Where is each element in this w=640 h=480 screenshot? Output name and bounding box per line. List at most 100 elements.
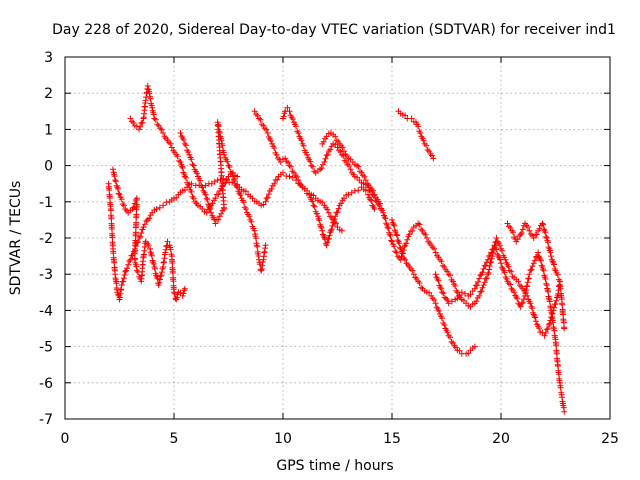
- data-point-interp: [324, 206, 331, 213]
- data-point: [120, 202, 127, 209]
- data-point-interp: [543, 233, 550, 240]
- data-point: [471, 343, 478, 350]
- data-point: [393, 231, 400, 238]
- data-point: [338, 227, 345, 234]
- x-tick-label: 5: [170, 431, 179, 447]
- data-point: [445, 300, 452, 307]
- data-point: [140, 224, 147, 231]
- data-point-interp: [483, 275, 490, 282]
- data-point-interp: [542, 276, 549, 282]
- data-point-interp: [456, 347, 463, 354]
- data-point: [319, 227, 326, 234]
- data-point: [251, 108, 258, 115]
- data-point-interp: [179, 163, 185, 170]
- data-point-interp: [167, 140, 174, 147]
- data-point-interp: [125, 261, 132, 268]
- data-point-interp: [544, 325, 551, 332]
- data-point-interp: [527, 300, 534, 307]
- data-point: [323, 242, 330, 249]
- data-point-interp: [529, 263, 536, 270]
- data-point: [502, 256, 509, 263]
- data-point: [458, 289, 465, 296]
- data-point-interp: [237, 192, 244, 198]
- data-point: [508, 227, 515, 234]
- data-point-interp: [396, 240, 403, 247]
- y-tick-label: 3: [44, 50, 53, 66]
- data-point: [380, 209, 387, 216]
- data-point-interp: [370, 187, 377, 194]
- data-point-interp: [536, 325, 543, 332]
- data-point-interp: [319, 199, 326, 206]
- data-point-interp: [115, 185, 121, 192]
- data-point: [393, 249, 400, 256]
- data-point-interp: [218, 137, 225, 144]
- data-point-interp: [540, 267, 547, 274]
- data-point-interp: [435, 307, 442, 314]
- data-point-interp: [293, 173, 300, 180]
- data-point-interp: [447, 334, 454, 341]
- data-point: [432, 300, 439, 307]
- data-point-interp: [121, 272, 128, 278]
- data-point-interp: [137, 233, 144, 240]
- data-point-interp: [174, 153, 181, 160]
- data-point-interp: [485, 269, 492, 276]
- data-point-interp: [264, 194, 271, 201]
- data-point-interp: [448, 338, 455, 345]
- data-point-interp: [542, 330, 549, 336]
- data-point: [181, 173, 188, 180]
- data-point: [493, 235, 500, 241]
- data-point: [168, 144, 175, 151]
- data-point-interp: [392, 248, 399, 255]
- data-point: [402, 256, 409, 263]
- data-point-interp: [265, 191, 272, 198]
- data-point-interp: [357, 168, 363, 175]
- data-point-interp: [516, 282, 523, 289]
- data-point-interp: [440, 290, 447, 297]
- data-point-interp: [478, 288, 485, 295]
- data-point-interp: [329, 222, 336, 229]
- data-point-interp: [532, 314, 539, 321]
- data-point: [347, 166, 354, 173]
- data-point-interp: [402, 112, 409, 119]
- data-point: [543, 235, 550, 241]
- data-point-interp: [520, 296, 527, 303]
- y-axis-label: SDTVAR / TECUs: [8, 181, 24, 296]
- data-point-interp: [346, 162, 353, 169]
- data-point: [284, 104, 291, 111]
- data-point: [304, 151, 310, 158]
- data-point-interp: [508, 285, 515, 292]
- data-point-interp: [257, 116, 264, 123]
- data-point: [511, 289, 518, 296]
- data-point-interp: [202, 191, 209, 198]
- data-point-interp: [185, 149, 192, 155]
- data-point: [526, 227, 533, 234]
- data-point-interp: [488, 249, 495, 256]
- data-point-interp: [531, 313, 538, 319]
- data-point-interp: [431, 245, 438, 252]
- data-point-interp: [179, 164, 186, 171]
- y-tick-label: -1: [39, 195, 53, 211]
- data-point-interp: [326, 232, 333, 239]
- x-tick-label: 0: [61, 431, 70, 447]
- data-point-interp: [152, 116, 159, 123]
- data-point-interp: [118, 196, 125, 203]
- data-point-interp: [274, 176, 281, 183]
- data-point-interp: [322, 155, 329, 162]
- data-point-interp: [362, 187, 369, 194]
- data-point-interp: [377, 200, 383, 207]
- data-point-interp: [487, 252, 494, 259]
- data-point-interp: [454, 295, 461, 302]
- data-markers: [105, 83, 568, 415]
- data-point: [144, 216, 151, 223]
- data-point-interp: [122, 268, 129, 275]
- data-point-interp: [183, 142, 189, 149]
- data-point-interp: [447, 272, 454, 279]
- data-point-interp: [452, 283, 459, 289]
- data-point-interp: [474, 282, 480, 289]
- data-point: [441, 264, 448, 270]
- y-tick-label: 2: [44, 86, 53, 102]
- data-point: [177, 159, 184, 165]
- data-point-interp: [441, 294, 448, 301]
- axis-tick-labels: 0 5 10 15 20 25 -7 -6 -5 -4 -3 -2 -1 0 1 2 3: [39, 50, 619, 447]
- data-point-interp: [475, 278, 482, 285]
